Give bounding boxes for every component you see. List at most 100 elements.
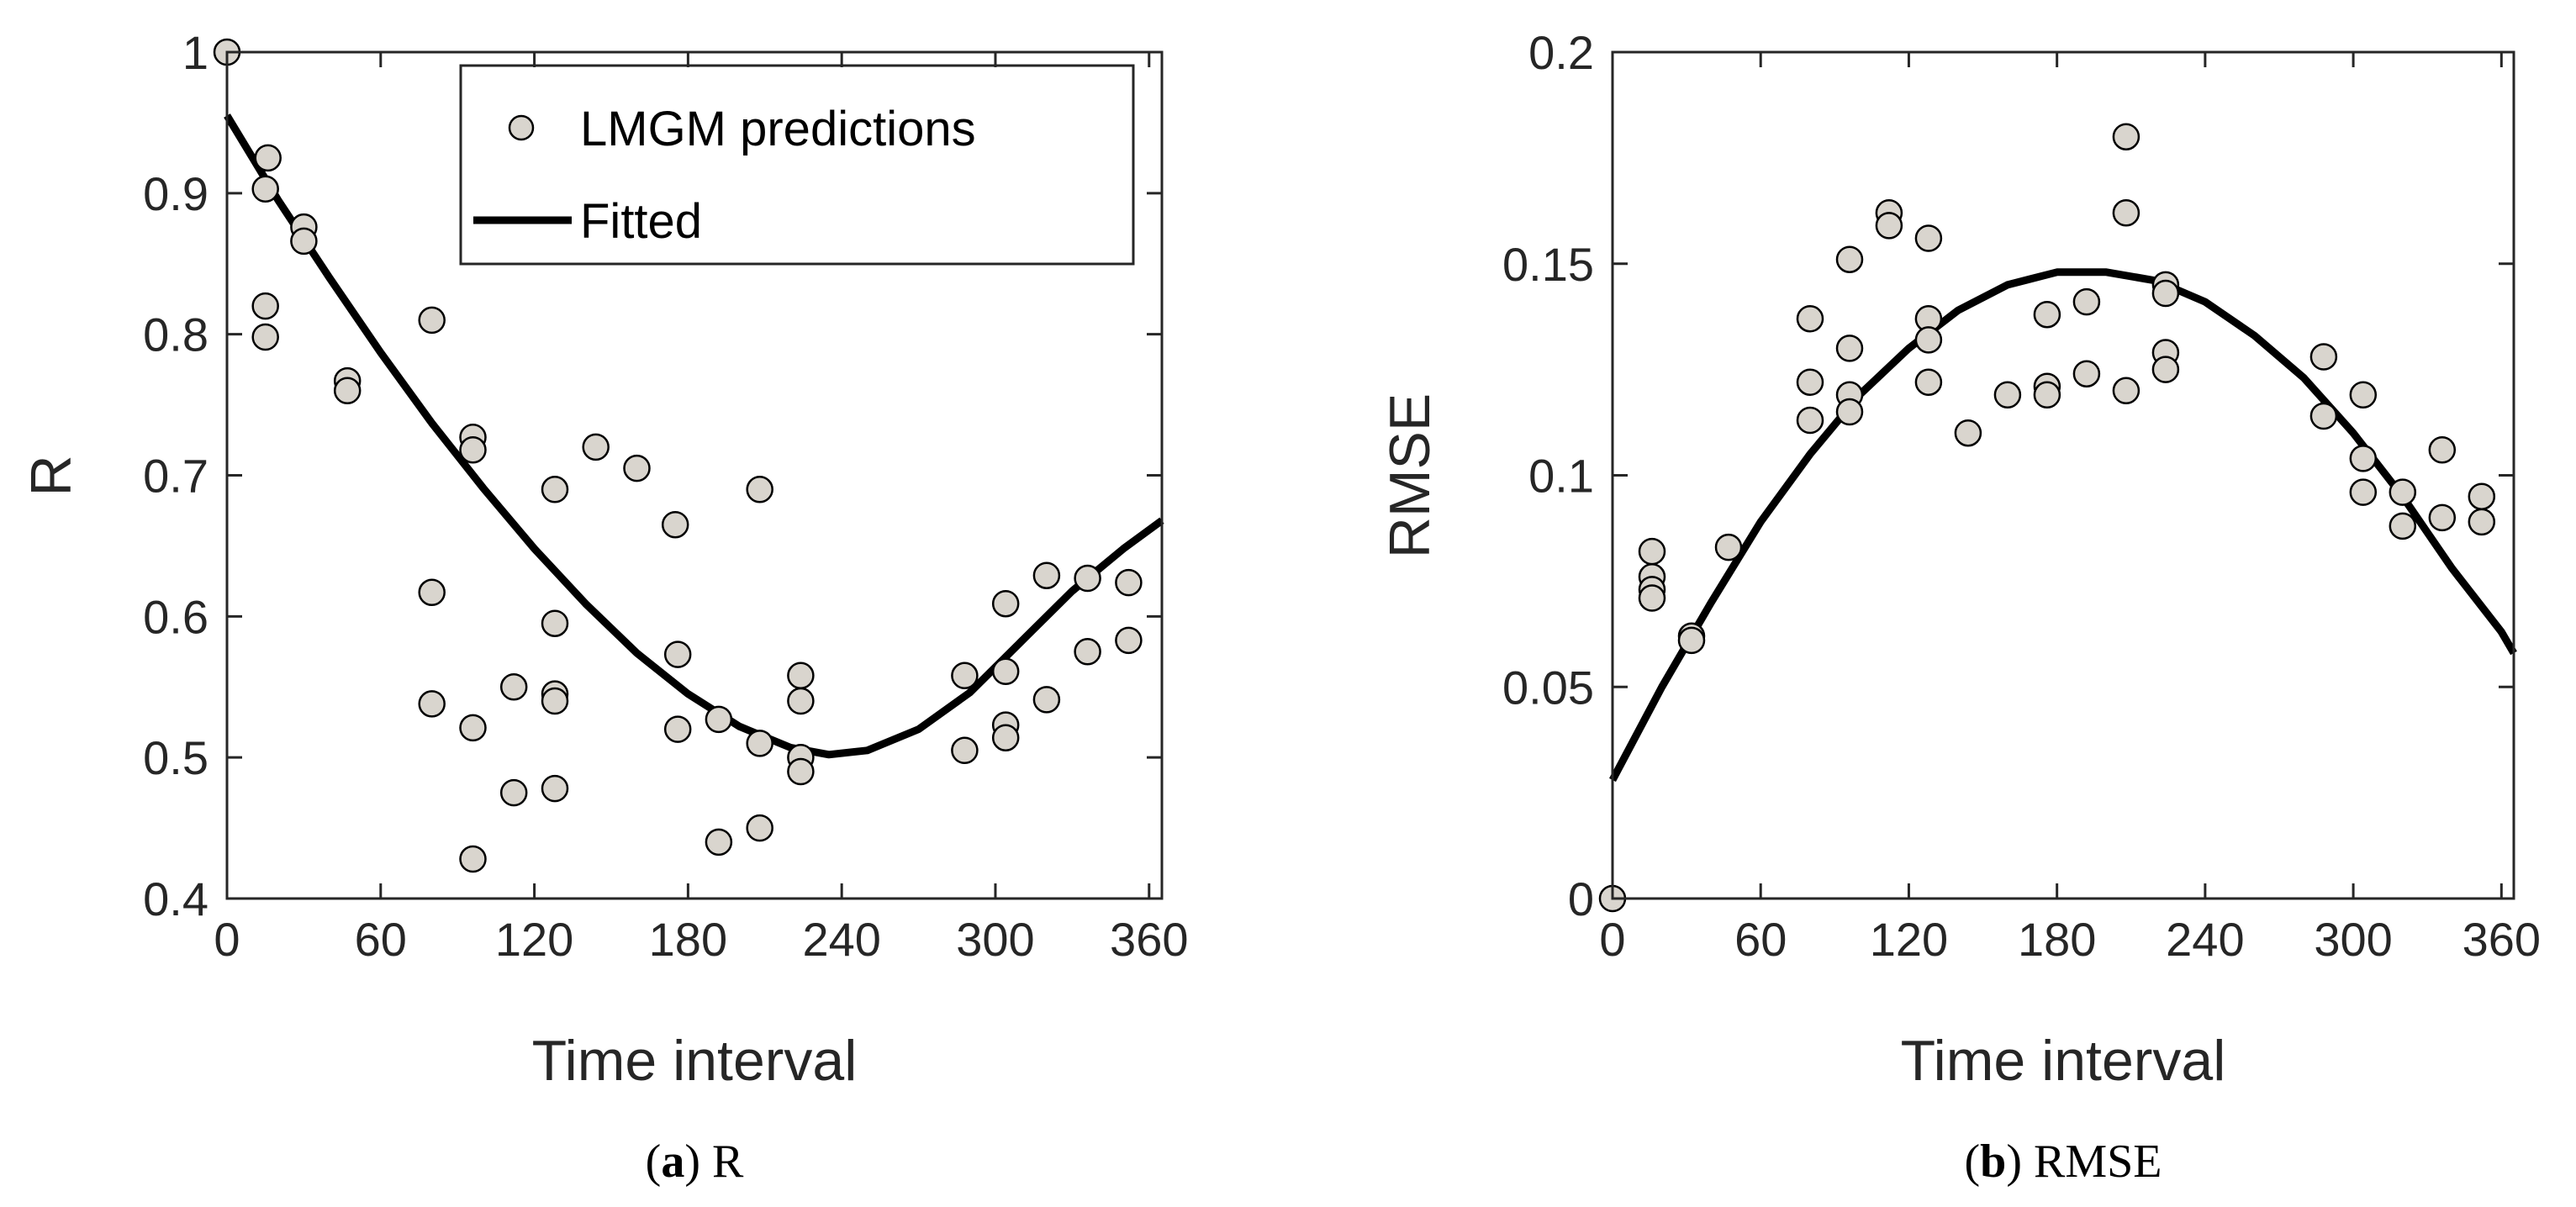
prediction-point-b [2112,377,2141,405]
x-tick-label-a: 120 [495,913,573,966]
y-tick-label-a: 0.7 [143,450,209,503]
prediction-point-b [2428,436,2457,464]
chart-panel-b: Time interval RMSE (b) RMSE 0 60 120 180 240… [1378,26,2541,1188]
prediction-point-a [1115,626,1143,655]
prediction-point-b [2033,381,2061,409]
prediction-point-a [1032,561,1061,589]
y-tick-label-a: 0.6 [143,590,209,643]
x-tick-label-a: 360 [1110,913,1188,966]
prediction-point-b [1714,533,1743,561]
y-tick-label-b: 0.15 [1502,238,1594,291]
x-tick-label-a: 60 [355,913,407,966]
y-tick-label-b: 0.05 [1502,661,1594,714]
prediction-point-b [1993,381,2022,409]
prediction-point-a [787,661,815,690]
prediction-point-b [1835,245,1864,273]
prediction-point-a [787,687,815,715]
prediction-point-a [705,705,733,734]
prediction-point-b [1835,398,1864,426]
prediction-point-b [1914,224,1943,252]
prediction-point-a [991,589,1020,618]
prediction-point-b [1796,368,1824,396]
y-tick-label-a: 1 [182,26,209,79]
prediction-point-a [499,778,528,807]
prediction-point-a [787,757,815,786]
legend-label-fitted: Fitted [580,194,702,249]
caption-b: (b) RMSE [1965,1136,2162,1188]
legend-a: LMGM predictions Fitted [459,64,1135,266]
prediction-point-a [991,724,1020,751]
prediction-point-b [2072,360,2101,387]
x-tick-label-b: 180 [2018,913,2096,966]
prediction-point-a [951,736,979,765]
prediction-point-b [1638,584,1666,612]
x-tick-label-b: 60 [1734,913,1787,966]
prediction-point-a [541,687,569,715]
x-tick-label-a: 0 [214,913,240,966]
prediction-point-b [2309,402,2338,430]
x-tick-label-b: 240 [2166,913,2244,966]
prediction-point-a [705,828,733,856]
prediction-point-a [541,476,569,503]
fitted-curve-b [1609,268,2517,783]
prediction-point-b [1954,419,1982,447]
prediction-point-a [254,144,282,172]
prediction-point-b [2389,512,2417,540]
prediction-point-b [2468,482,2496,510]
caption-b-text: RMSE [2034,1136,2162,1188]
plot-area-a [213,38,1164,873]
x-tick-label-b: 360 [2463,913,2541,966]
prediction-point-a [951,661,979,690]
legend-marker-predictions [508,114,535,141]
prediction-point-a [418,306,446,335]
prediction-point-a [746,730,773,757]
x-tick-label-a: 240 [802,913,880,966]
x-tick-label-b: 0 [1599,913,1625,966]
y-axis-label-b: RMSE [1378,393,1442,558]
prediction-point-a [418,578,446,607]
caption-b-label: b [1980,1136,2006,1188]
prediction-point-b [1835,335,1864,362]
prediction-point-a [663,640,692,668]
prediction-point-a [1074,564,1101,593]
prediction-point-b [2309,343,2338,371]
prediction-point-b [1875,212,1903,240]
x-tick-label-a: 300 [956,913,1034,966]
prediction-point-b [2112,199,2141,227]
legend-label-predictions: LMGM predictions [580,102,976,156]
y-tick-label-a: 0.9 [143,167,209,220]
prediction-point-b [2033,300,2061,329]
prediction-point-a [1074,638,1101,666]
prediction-point-a [746,476,773,503]
prediction-point-a [746,814,773,842]
y-tick-label-a: 0.5 [143,731,209,784]
prediction-point-b [2389,478,2417,506]
prediction-point-b [1796,304,1824,333]
prediction-point-a [541,609,569,637]
prediction-point-b [2151,279,2180,308]
prediction-point-b [1677,626,1706,655]
x-tick-label-a: 180 [649,913,727,966]
prediction-point-b [1796,406,1824,435]
prediction-point-b [2428,503,2457,532]
prediction-point-a [623,454,651,482]
prediction-point-b [2468,508,2496,536]
prediction-point-b [2349,478,2378,506]
x-tick-label-b: 120 [1870,913,1948,966]
y-tick-label-b: 0.2 [1528,26,1594,79]
prediction-point-b [1638,537,1666,566]
caption-a-text: R [712,1136,744,1188]
x-tick-label-b: 300 [2314,913,2392,966]
prediction-point-a [459,436,487,464]
y-tick-label-b: 0 [1568,872,1594,925]
prediction-point-a [290,227,318,256]
prediction-point-a [661,510,689,539]
x-axis-label-b: Time interval [1901,1029,2226,1093]
prediction-point-b [2349,445,2378,472]
prediction-point-a [663,715,692,743]
prediction-point-a [251,175,279,203]
plot-area-b [1598,123,2517,913]
prediction-point-a [541,774,569,803]
prediction-point-a [499,673,528,701]
